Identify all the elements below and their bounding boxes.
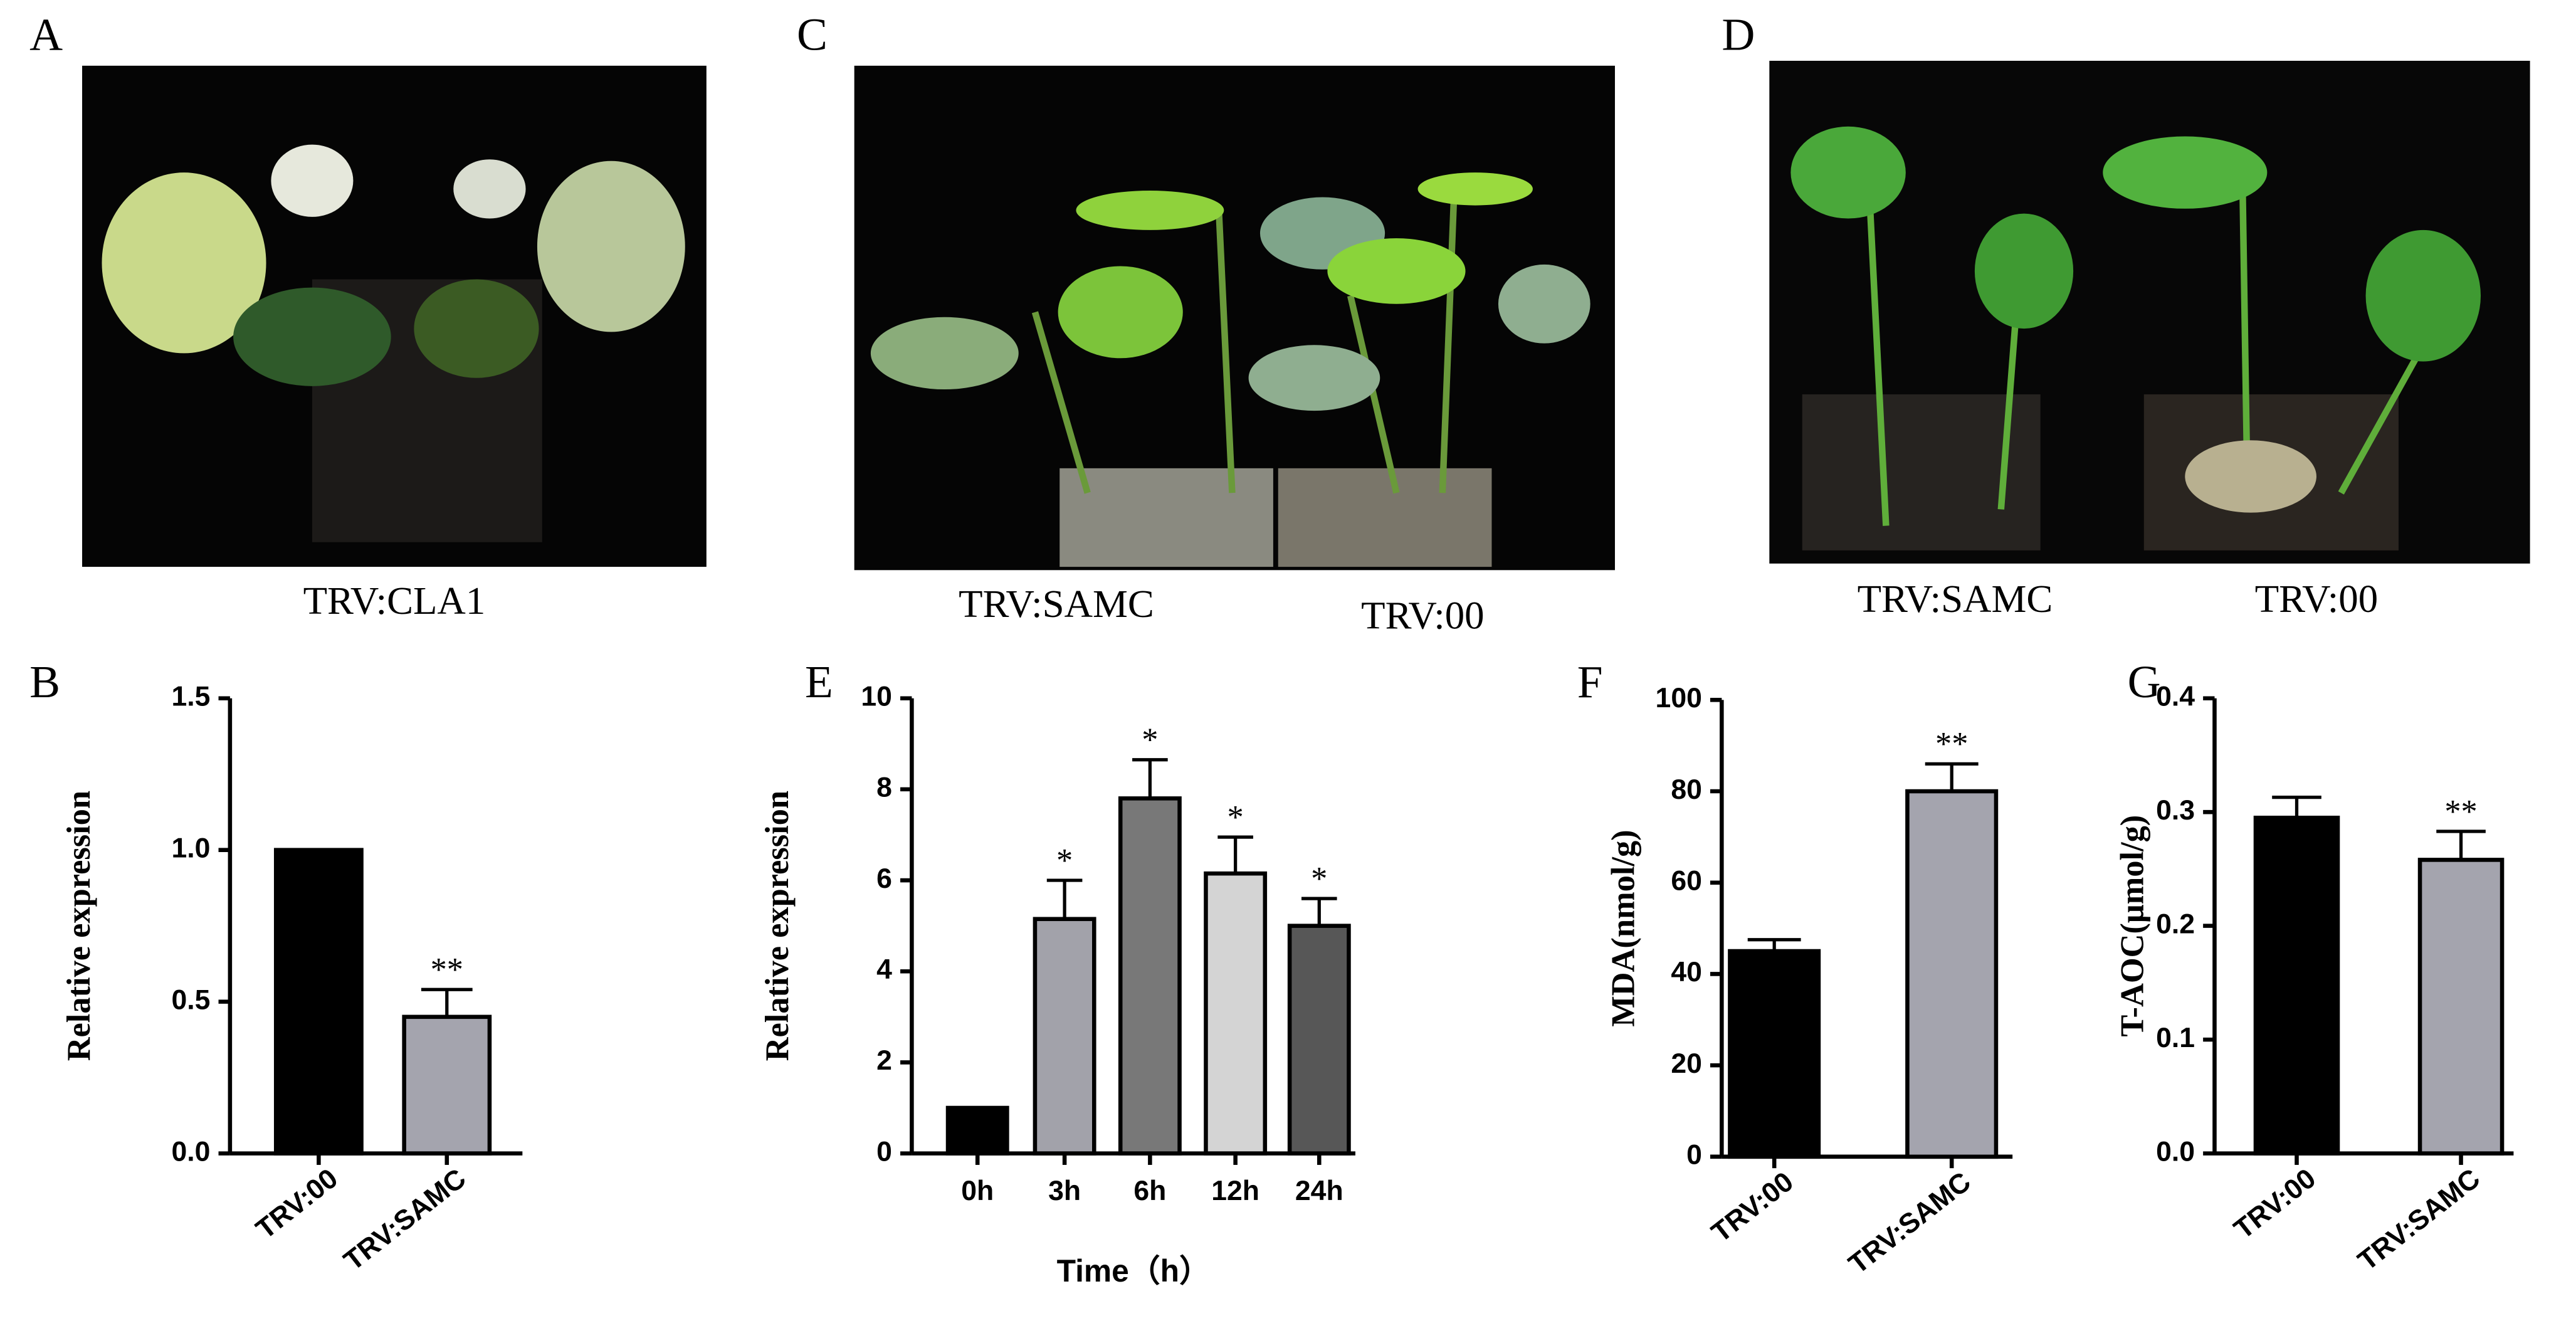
bar: [402, 1014, 492, 1156]
x-tick-label: TRV:00: [2229, 1163, 2322, 1245]
y-tick-label: 100: [1656, 683, 1702, 714]
photo-caption: TRV:00: [1361, 593, 1484, 637]
significance: **: [431, 952, 463, 988]
x-tick-label: 0h: [961, 1176, 994, 1206]
x-tick-label: 3h: [1048, 1176, 1081, 1206]
x-tick-label: 24h: [1295, 1176, 1343, 1206]
y-tick-label: 1.0: [172, 833, 211, 863]
bar: [1204, 871, 1268, 1156]
x-tick-label: 12h: [1211, 1176, 1259, 1206]
bar: [945, 1105, 1009, 1156]
panel-label: E: [805, 656, 833, 707]
panel-label: F: [1577, 656, 1603, 707]
x-tick-label: TRV:00: [250, 1163, 344, 1245]
panel-label: D: [1722, 9, 1755, 60]
panel-label: A: [29, 9, 63, 60]
y-tick-label: 8: [876, 772, 892, 803]
bar: [1033, 917, 1096, 1156]
y-tick-label: 0.5: [172, 984, 211, 1015]
x-tick-label: TRV:SAMC: [2352, 1163, 2486, 1277]
panel-label: B: [29, 656, 60, 707]
y-tick-label: 60: [1671, 866, 1702, 897]
significance: *: [1056, 843, 1073, 879]
significance: *: [1228, 799, 1244, 836]
y-axis-label: Relative expression: [61, 791, 97, 1061]
y-tick-label: 0.0: [2156, 1136, 2195, 1167]
y-axis-label: MDA(nmol/g): [1605, 830, 1641, 1026]
y-tick-label: 4: [876, 954, 892, 985]
x-tick-label: TRV:SAMC: [339, 1163, 472, 1277]
photo-caption: TRV:SAMC: [1858, 577, 2053, 621]
y-tick-label: 1.5: [172, 681, 211, 712]
photo-a: [82, 65, 707, 567]
significance: **: [1935, 726, 1968, 762]
x-axis-label: Time（h）: [1057, 1253, 1211, 1288]
bar: [2417, 858, 2505, 1156]
bar: [1905, 789, 1999, 1159]
photo-c: [854, 65, 1615, 571]
bar: [2253, 815, 2340, 1156]
significance: *: [1142, 722, 1158, 759]
y-tick-label: 40: [1671, 957, 1702, 988]
y-tick-label: 0.3: [2156, 795, 2195, 826]
bar: [1118, 796, 1182, 1156]
photo-caption: TRV:SAMC: [959, 582, 1154, 626]
photo-caption: TRV:00: [2255, 577, 2378, 621]
y-tick-label: 6: [876, 863, 892, 894]
bar: [273, 848, 364, 1156]
y-tick-label: 80: [1671, 774, 1702, 805]
y-tick-label: 0.1: [2156, 1023, 2195, 1053]
photo-caption: TRV:CLA1: [303, 579, 486, 623]
y-tick-label: 10: [861, 681, 892, 712]
y-tick-label: 20: [1671, 1048, 1702, 1079]
significance: *: [1311, 861, 1327, 897]
y-tick-label: 0.4: [2156, 681, 2195, 712]
y-tick-label: 0.0: [172, 1136, 211, 1167]
photo-d: [1769, 60, 2530, 564]
bar: [1728, 949, 1821, 1159]
x-tick-label: TRV:00: [1706, 1166, 1799, 1248]
bar: [1287, 924, 1351, 1156]
x-tick-label: 6h: [1133, 1176, 1166, 1206]
panel-label: C: [797, 9, 828, 60]
panel-label: G: [2128, 656, 2161, 707]
x-tick-label: TRV:SAMC: [1843, 1166, 1977, 1280]
y-tick-label: 0.2: [2156, 908, 2195, 939]
y-axis-label: Relative expression: [759, 791, 796, 1061]
significance: **: [2444, 794, 2477, 830]
y-tick-label: 0: [1686, 1140, 1702, 1171]
y-tick-label: 2: [876, 1045, 892, 1076]
y-tick-label: 0: [876, 1136, 892, 1167]
y-axis-label: T-AOC(μmol/g): [2115, 815, 2151, 1037]
